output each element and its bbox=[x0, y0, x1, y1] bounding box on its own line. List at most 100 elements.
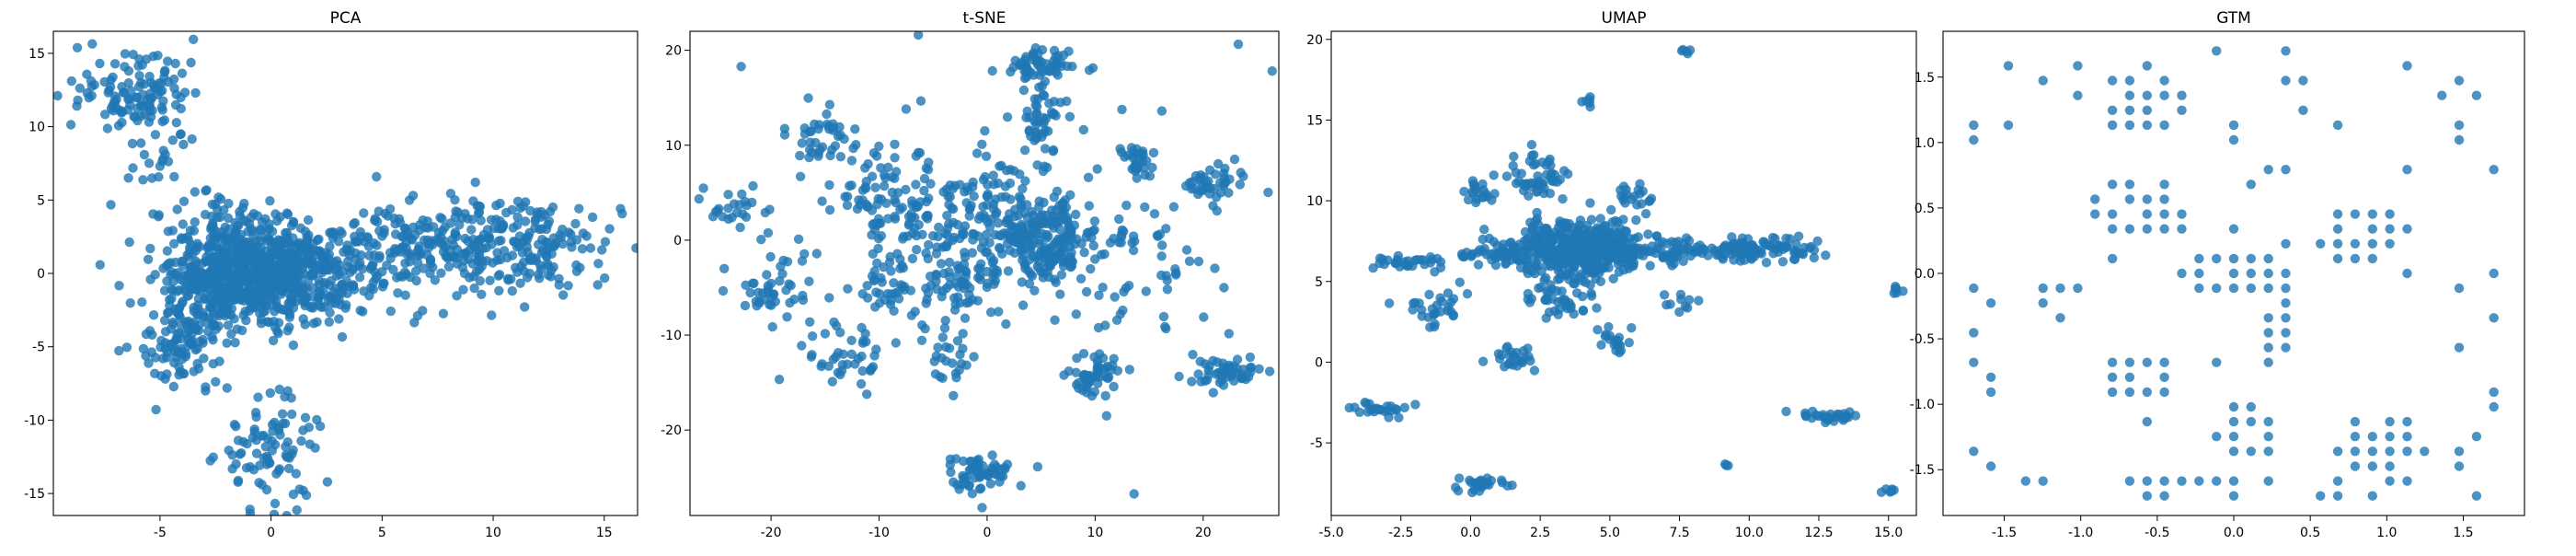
scatter-point bbox=[824, 99, 835, 110]
scatter-point bbox=[1060, 195, 1071, 205]
scatter-point bbox=[437, 214, 447, 224]
scatter-point bbox=[163, 56, 173, 66]
scatter-point bbox=[1393, 250, 1404, 261]
scatter-point bbox=[2263, 313, 2273, 323]
scatter-point bbox=[230, 217, 240, 228]
panel-t-sne: -20 -10 0 10 20 -20 -10 0 10 20 t-SNE bbox=[661, 9, 1309, 540]
points bbox=[1969, 46, 2499, 501]
scatter-point bbox=[1624, 338, 1635, 348]
scatter-point bbox=[879, 262, 889, 272]
scatter-point bbox=[224, 247, 234, 257]
y-tick-label: -10 bbox=[24, 413, 45, 428]
scatter-point bbox=[897, 282, 907, 292]
scatter-point bbox=[148, 310, 159, 320]
scatter-point bbox=[1148, 147, 1159, 158]
scatter-point bbox=[1593, 325, 1603, 335]
scatter-point bbox=[1101, 411, 1112, 421]
scatter-point bbox=[1592, 303, 1602, 313]
scatter-point bbox=[1021, 52, 1031, 62]
scatter-point bbox=[2194, 253, 2204, 264]
scatter-point bbox=[277, 237, 287, 249]
scatter-point bbox=[1399, 402, 1410, 412]
scatter-point bbox=[1570, 230, 1581, 240]
scatter-point bbox=[102, 123, 113, 133]
scatter-point bbox=[156, 102, 167, 112]
scatter-point bbox=[1001, 319, 1011, 330]
scatter-point bbox=[1350, 402, 1360, 412]
scatter-point bbox=[507, 204, 517, 215]
scatter-point bbox=[974, 472, 985, 482]
scatter-point bbox=[1969, 283, 1979, 294]
scatter-point bbox=[933, 231, 943, 242]
scatter-point bbox=[183, 290, 194, 301]
scatter-point bbox=[990, 194, 1001, 204]
scatter-point bbox=[989, 269, 999, 279]
scatter-point bbox=[190, 87, 201, 98]
scatter-point bbox=[143, 254, 154, 264]
scatter-point bbox=[148, 209, 158, 219]
scatter-point bbox=[493, 236, 504, 246]
x-tick-label: -5.0 bbox=[1318, 526, 1343, 540]
scatter-point bbox=[876, 163, 886, 173]
scatter-point bbox=[1114, 214, 1124, 225]
scatter-point bbox=[2263, 446, 2273, 457]
scatter-point bbox=[1049, 192, 1060, 203]
scatter-point bbox=[1110, 292, 1120, 302]
scatter-point bbox=[254, 478, 264, 488]
scatter-point bbox=[912, 245, 922, 255]
y-tick-label: -5 bbox=[1310, 436, 1323, 451]
scatter-point bbox=[349, 284, 360, 295]
scatter-point bbox=[1540, 295, 1551, 305]
scatter-point bbox=[740, 300, 751, 311]
scatter-point bbox=[257, 264, 267, 274]
scatter-point bbox=[133, 82, 144, 92]
scatter-point bbox=[795, 171, 806, 181]
scatter-point bbox=[798, 290, 808, 301]
scatter-point bbox=[75, 83, 86, 94]
scatter-point bbox=[967, 489, 978, 499]
scatter-point bbox=[2142, 224, 2152, 234]
scatter-point bbox=[2159, 120, 2169, 131]
scatter-point bbox=[159, 285, 170, 295]
scatter-point bbox=[274, 384, 284, 395]
scatter-point bbox=[223, 213, 234, 224]
scatter-point bbox=[804, 276, 814, 286]
scatter-point bbox=[1064, 111, 1075, 122]
scatter-point bbox=[807, 350, 817, 360]
scatter-point bbox=[1212, 205, 1223, 216]
scatter-point bbox=[868, 249, 878, 259]
scatter-point bbox=[940, 342, 951, 353]
scatter-point bbox=[891, 338, 901, 348]
scatter-point bbox=[261, 300, 271, 311]
scatter-point bbox=[520, 302, 530, 312]
scatter-point bbox=[1659, 290, 1670, 300]
scatter-point bbox=[123, 94, 133, 105]
scatter-point bbox=[1678, 256, 1688, 266]
y-tick-label: -0.5 bbox=[1910, 332, 1935, 347]
scatter-point bbox=[1236, 373, 1247, 383]
scatter-point bbox=[1667, 261, 1677, 271]
scatter-point bbox=[1969, 328, 1979, 338]
scatter-point bbox=[1245, 352, 1256, 363]
scatter-point bbox=[2350, 238, 2361, 249]
scatter-point bbox=[2350, 209, 2361, 219]
scatter-point bbox=[554, 273, 564, 284]
scatter-point bbox=[908, 228, 918, 238]
scatter-point bbox=[2350, 461, 2361, 471]
scatter-point bbox=[1087, 390, 1098, 401]
x-tick-label: -1.0 bbox=[2068, 526, 2093, 540]
scatter-point bbox=[1541, 169, 1552, 180]
scatter-point bbox=[2212, 46, 2222, 56]
scatter-point bbox=[737, 189, 747, 200]
scatter-point bbox=[2263, 432, 2273, 442]
scatter-point bbox=[1557, 286, 1567, 296]
scatter-point bbox=[304, 423, 314, 433]
scatter-point bbox=[924, 157, 934, 168]
scatter-point bbox=[1029, 54, 1039, 65]
scatter-point bbox=[1300, 370, 1309, 379]
scatter-point bbox=[1528, 160, 1539, 170]
scatter-point bbox=[1204, 189, 1215, 199]
scatter-point bbox=[785, 297, 795, 308]
scatter-point bbox=[1156, 251, 1167, 261]
scatter-point bbox=[218, 284, 228, 294]
